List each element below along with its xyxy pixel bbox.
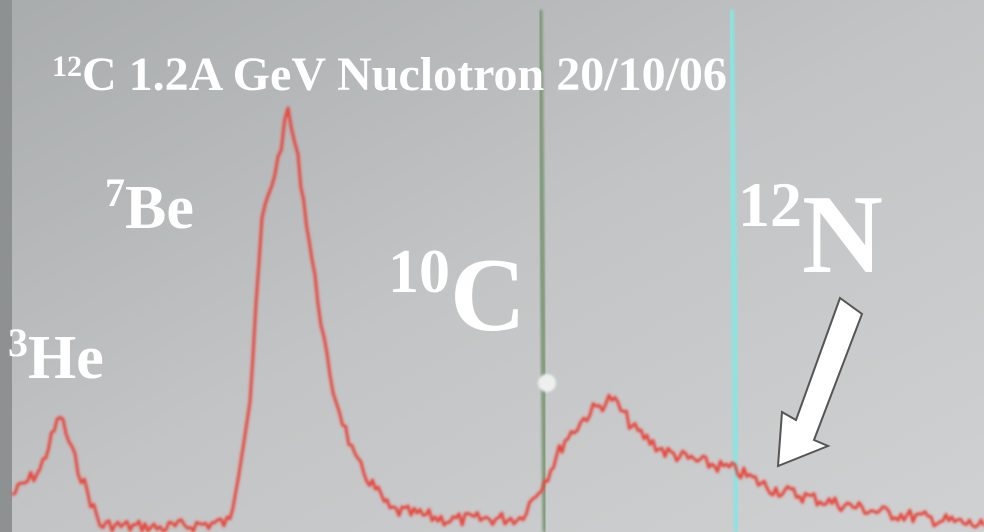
element: N <box>802 173 883 297</box>
mass-number: 3 <box>8 320 28 365</box>
screen-edge <box>0 0 12 532</box>
peak-label: 7Be <box>105 170 194 242</box>
element: He <box>28 324 104 392</box>
mass-number: 7 <box>105 170 125 215</box>
title-text: C 1.2A GeV Nuclotron 20/10/06 <box>82 48 727 101</box>
peak-label: 12N <box>738 169 883 297</box>
mass-number: 12 <box>738 169 802 240</box>
peak-label: 10C <box>388 236 526 353</box>
peak-label: 3He <box>8 320 104 392</box>
element: C <box>450 236 526 353</box>
arrow <box>776 296 864 468</box>
cursor-dot <box>538 374 556 392</box>
spectrum-trace <box>11 106 984 532</box>
title-mass: 12 <box>52 50 82 83</box>
cursor-line <box>728 9 740 532</box>
element: Be <box>125 174 194 242</box>
cursor-line <box>537 9 548 532</box>
title: 12C 1.2A GeV Nuclotron 20/10/06 <box>52 48 727 101</box>
mass-number: 10 <box>388 238 450 306</box>
